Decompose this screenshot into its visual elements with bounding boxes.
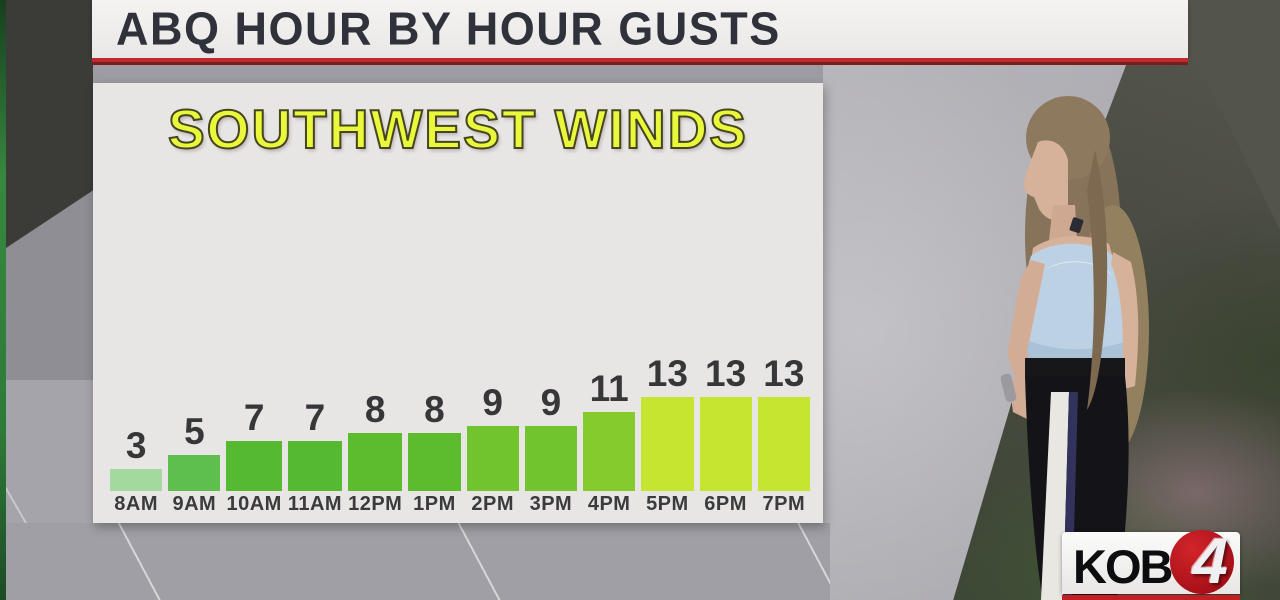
header-accent-line <box>92 58 1188 65</box>
bar-value-label: 7 <box>243 396 265 438</box>
bar-value-label: 8 <box>424 389 445 431</box>
chroma-green-edge <box>0 0 6 600</box>
bar-slot: 8 12PM <box>348 193 403 517</box>
bar <box>641 397 694 491</box>
wind-gust-chart-panel: SOUTHWEST WINDS 3 8AM 5 9AM 7 10AM 7 11AM 8 12PM 8… <box>93 83 823 523</box>
bar <box>757 397 810 491</box>
bar-time-label: 6PM <box>704 492 747 515</box>
bar-value-label: 3 <box>125 425 147 467</box>
bar-time-label: 7PM <box>762 492 806 515</box>
station-logo-channel: 4 <box>1192 525 1228 597</box>
mic-clip <box>1069 217 1084 233</box>
bar-time-label: 12PM <box>348 492 403 515</box>
studio-floor <box>0 523 830 600</box>
bar-slot: 7 10AM <box>226 193 282 517</box>
bar <box>408 433 461 491</box>
bar <box>583 411 636 491</box>
bar <box>466 426 519 491</box>
station-logo: KOB 4 <box>1062 525 1240 600</box>
bar-slot: 13 6PM <box>699 193 752 517</box>
presenter-face <box>1023 140 1068 221</box>
bar-value-label: 9 <box>482 382 503 424</box>
bar-slot: 8 1PM <box>408 193 461 517</box>
bar <box>226 440 282 491</box>
bar-value-label: 11 <box>589 367 629 409</box>
header-banner: ABQ HOUR BY HOUR GUSTS <box>92 0 1188 58</box>
bar-value-label: 9 <box>540 382 562 424</box>
bar-time-label: 1PM <box>413 492 456 515</box>
station-logo-text: KOB <box>1073 540 1173 593</box>
bar-time-label: 11AM <box>287 492 343 515</box>
bar-slot: 13 7PM <box>757 193 810 517</box>
bar-time-label: 5PM <box>646 492 689 515</box>
bar <box>524 426 578 491</box>
bar <box>287 440 343 491</box>
bar-slot: 9 2PM <box>466 193 519 517</box>
bar-time-label: 2PM <box>471 492 514 515</box>
bar-value-label: 7 <box>304 396 326 438</box>
bar-value-label: 5 <box>184 411 205 452</box>
bar-slot: 7 11AM <box>287 193 343 517</box>
bar-slot: 5 9AM <box>168 193 221 517</box>
bar-slot: 11 4PM <box>583 193 636 517</box>
bar-time-label: 9AM <box>172 492 217 515</box>
bar <box>168 455 221 491</box>
bar-value-label: 13 <box>646 353 688 395</box>
station-logo-circle <box>1170 530 1234 594</box>
bar-slot: 3 8AM <box>110 193 163 517</box>
bar <box>699 397 752 491</box>
weather-presenter <box>1000 96 1149 600</box>
page-title: ABQ HOUR BY HOUR GUSTS <box>116 1 781 56</box>
bar <box>348 433 403 491</box>
bar-chart: 3 8AM 5 9AM 7 10AM 7 11AM 8 12PM 8 1PM 9 2PM 9 3PM 11 4PM… <box>110 193 810 517</box>
bar-slot: 9 3PM <box>524 193 578 517</box>
chart-title: SOUTHWEST WINDS <box>167 97 748 161</box>
bar-time-label: 3PM <box>529 492 573 515</box>
bar-time-label: 4PM <box>587 492 631 515</box>
bar-value-label: 13 <box>705 353 747 395</box>
bar-value-label: 13 <box>763 353 805 395</box>
bar-slot: 13 5PM <box>641 193 694 517</box>
bar-value-label: 8 <box>364 389 386 431</box>
station-logo-red-strip <box>1062 595 1240 600</box>
bar-time-label: 8AM <box>114 492 158 515</box>
bar <box>110 469 163 491</box>
presenter-clicker <box>1000 373 1017 402</box>
bar-time-label: 10AM <box>226 492 282 515</box>
